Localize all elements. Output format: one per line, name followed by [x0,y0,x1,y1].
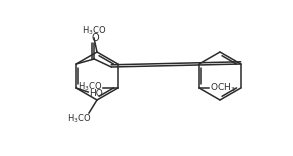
Text: O: O [91,33,99,43]
Text: H$_3$CO: H$_3$CO [67,113,91,125]
Text: HO: HO [89,88,103,98]
Text: H$_3$CO: H$_3$CO [82,25,106,37]
Text: H$_3$CO: H$_3$CO [78,81,102,93]
Text: OCH$_3$: OCH$_3$ [210,82,236,94]
